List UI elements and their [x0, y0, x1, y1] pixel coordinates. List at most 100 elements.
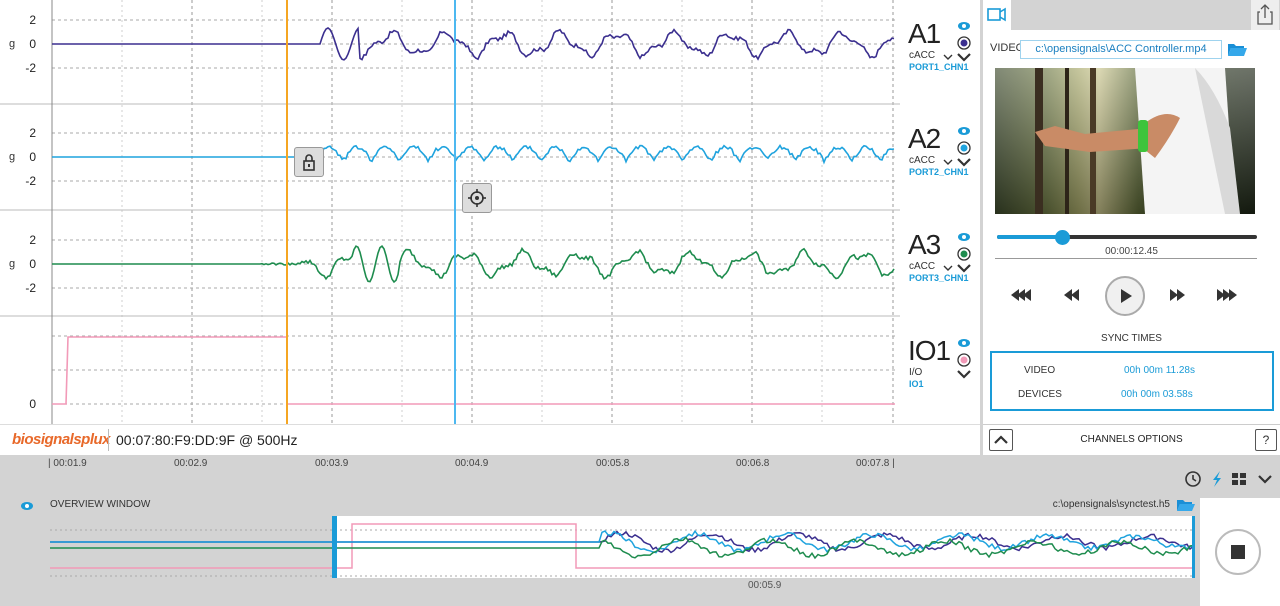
- y-tick-label: -2: [25, 281, 36, 295]
- rewind-icon: [1064, 289, 1079, 301]
- channel-name: A1: [908, 18, 941, 49]
- channel-settings-chevron[interactable]: [943, 157, 953, 165]
- overview-trace-a3: [50, 536, 1194, 560]
- y-tick-label: 2: [29, 13, 36, 27]
- export-button[interactable]: [1251, 0, 1279, 30]
- expand-toolbar-button[interactable]: [1254, 468, 1276, 490]
- y-tick-label: 0: [29, 257, 36, 271]
- color-dot-icon: [957, 36, 971, 50]
- channel-expand-button[interactable]: [955, 262, 973, 274]
- device-id: 00:07:80:F9:DD:9F @ 500Hz: [116, 432, 298, 448]
- channel-port[interactable]: PORT1_CHN1: [909, 62, 969, 72]
- help-button[interactable]: ?: [1255, 429, 1277, 451]
- channel-expand-button[interactable]: [955, 368, 973, 380]
- stop-button[interactable]: [1215, 529, 1261, 575]
- grid-view-button[interactable]: [1228, 468, 1250, 490]
- timeline-tick-label: 00:03.9: [315, 458, 349, 469]
- open-file-button[interactable]: [1176, 498, 1196, 512]
- channel-port[interactable]: PORT2_CHN1: [909, 167, 969, 177]
- y-tick-label: 0: [29, 150, 36, 164]
- open-video-button[interactable]: [1226, 40, 1248, 58]
- rewind-button[interactable]: [1061, 284, 1083, 306]
- signal-trace-io1: [52, 336, 895, 405]
- channel-color-picker[interactable]: [957, 247, 971, 261]
- overview-visibility-toggle[interactable]: [20, 499, 34, 511]
- collapse-button[interactable]: [989, 429, 1013, 451]
- channel-type: cACC: [909, 155, 936, 166]
- crosshair-cursor-button[interactable]: [462, 183, 492, 213]
- crosshair-icon: [468, 189, 486, 207]
- channel-type: I/O: [909, 367, 923, 378]
- play-button[interactable]: [1105, 276, 1145, 316]
- channel-type: cACC: [909, 261, 936, 272]
- sync-button[interactable]: [1206, 468, 1228, 490]
- channel-port[interactable]: IO1: [909, 379, 924, 389]
- timeline-tick-label: | 00:01.9: [48, 458, 87, 469]
- y-tick-label: 2: [29, 126, 36, 140]
- channel-color-picker[interactable]: [957, 353, 971, 367]
- signal-plot-area[interactable]: 2 0 -2 g A1 cACC PORT1_CHN1 2 0 -2 g A2 cACC PORT2_CH…: [0, 0, 980, 455]
- sync-devices-value[interactable]: 00h 00m 03.58s: [1121, 389, 1193, 400]
- channel-color-picker[interactable]: [957, 141, 971, 155]
- channel-port[interactable]: PORT3_CHN1: [909, 273, 969, 283]
- y-tick-label: 0: [29, 37, 36, 51]
- unit-label: g: [9, 258, 16, 270]
- channel-visibility-toggle[interactable]: [957, 338, 971, 348]
- timeline-tick-label: 00:04.9: [455, 458, 489, 469]
- channel-visibility-toggle[interactable]: [957, 232, 971, 242]
- divider: [108, 429, 109, 451]
- channels-options-bar: CHANNELS OPTIONS ?: [983, 424, 1280, 455]
- clock-icon: [1185, 471, 1201, 487]
- overview-window[interactable]: [0, 514, 1200, 580]
- overview-right-handle[interactable]: [1192, 516, 1195, 578]
- timeline-tick-label: 00:02.9: [174, 458, 208, 469]
- skip-backward-button[interactable]: [1007, 284, 1033, 306]
- eye-icon: [21, 502, 33, 510]
- clock-button[interactable]: [1182, 468, 1204, 490]
- signal-trace-a1: [52, 26, 895, 61]
- video-tab[interactable]: [983, 0, 1011, 30]
- video-time: 00:00:12.45: [1105, 246, 1158, 257]
- eye-icon: [958, 22, 970, 30]
- video-path-field[interactable]: c:\opensignals\ACC Controller.mp4: [1020, 40, 1222, 59]
- video-thumbnail: [995, 68, 1255, 214]
- sync-video-label: VIDEO: [1024, 365, 1056, 376]
- eye-icon: [958, 127, 970, 135]
- forward-button[interactable]: [1166, 284, 1188, 306]
- y-tick-label: -2: [25, 61, 36, 75]
- signal-plot-canvas[interactable]: [0, 0, 980, 424]
- y-tick-label: 2: [29, 233, 36, 247]
- channel-expand-button[interactable]: [955, 156, 973, 168]
- fast-rewind-icon: [1011, 289, 1031, 301]
- channel-visibility-toggle[interactable]: [957, 126, 971, 136]
- video-panel: VIDEO c:\opensignals\ACC Controller.mp4: [983, 0, 1280, 454]
- lock-cursor-button[interactable]: [294, 147, 324, 177]
- channel-name: A2: [908, 123, 941, 154]
- fast-forward-icon: [1170, 289, 1185, 301]
- sync-times-box: VIDEO 00h 00m 11.28s DEVICES 00h 00m 03.…: [990, 351, 1274, 411]
- overview-left-handle[interactable]: [332, 516, 337, 578]
- skip-forward-button[interactable]: [1215, 284, 1241, 306]
- plug-icon: [1213, 471, 1221, 487]
- eye-icon: [958, 233, 970, 241]
- video-seek-slider[interactable]: [997, 230, 1257, 245]
- color-dot-icon: [957, 353, 971, 367]
- channel-visibility-toggle[interactable]: [957, 21, 971, 31]
- chevron-up-icon: [994, 435, 1008, 444]
- help-icon: ?: [1262, 433, 1270, 447]
- folder-open-icon: [1177, 500, 1195, 511]
- channel-settings-chevron[interactable]: [943, 263, 953, 271]
- video-camera-icon: [987, 7, 1006, 22]
- timeline-tick-label: 00:05.8: [596, 458, 630, 469]
- sync-devices-label: DEVICES: [1018, 389, 1062, 400]
- device-info-bar: biosignalsplux 00:07:80:F9:DD:9F @ 500Hz: [0, 424, 980, 455]
- video-frame[interactable]: [995, 68, 1255, 214]
- channel-settings-chevron[interactable]: [943, 52, 953, 60]
- channel-expand-button[interactable]: [955, 51, 973, 63]
- y-tick-label: 0: [29, 397, 36, 411]
- sync-video-value[interactable]: 00h 00m 11.28s: [1124, 365, 1195, 376]
- channel-color-picker[interactable]: [957, 36, 971, 50]
- chevron-down-icon: [957, 158, 971, 167]
- folder-open-icon: [1228, 44, 1247, 56]
- seek-knob[interactable]: [1055, 230, 1070, 245]
